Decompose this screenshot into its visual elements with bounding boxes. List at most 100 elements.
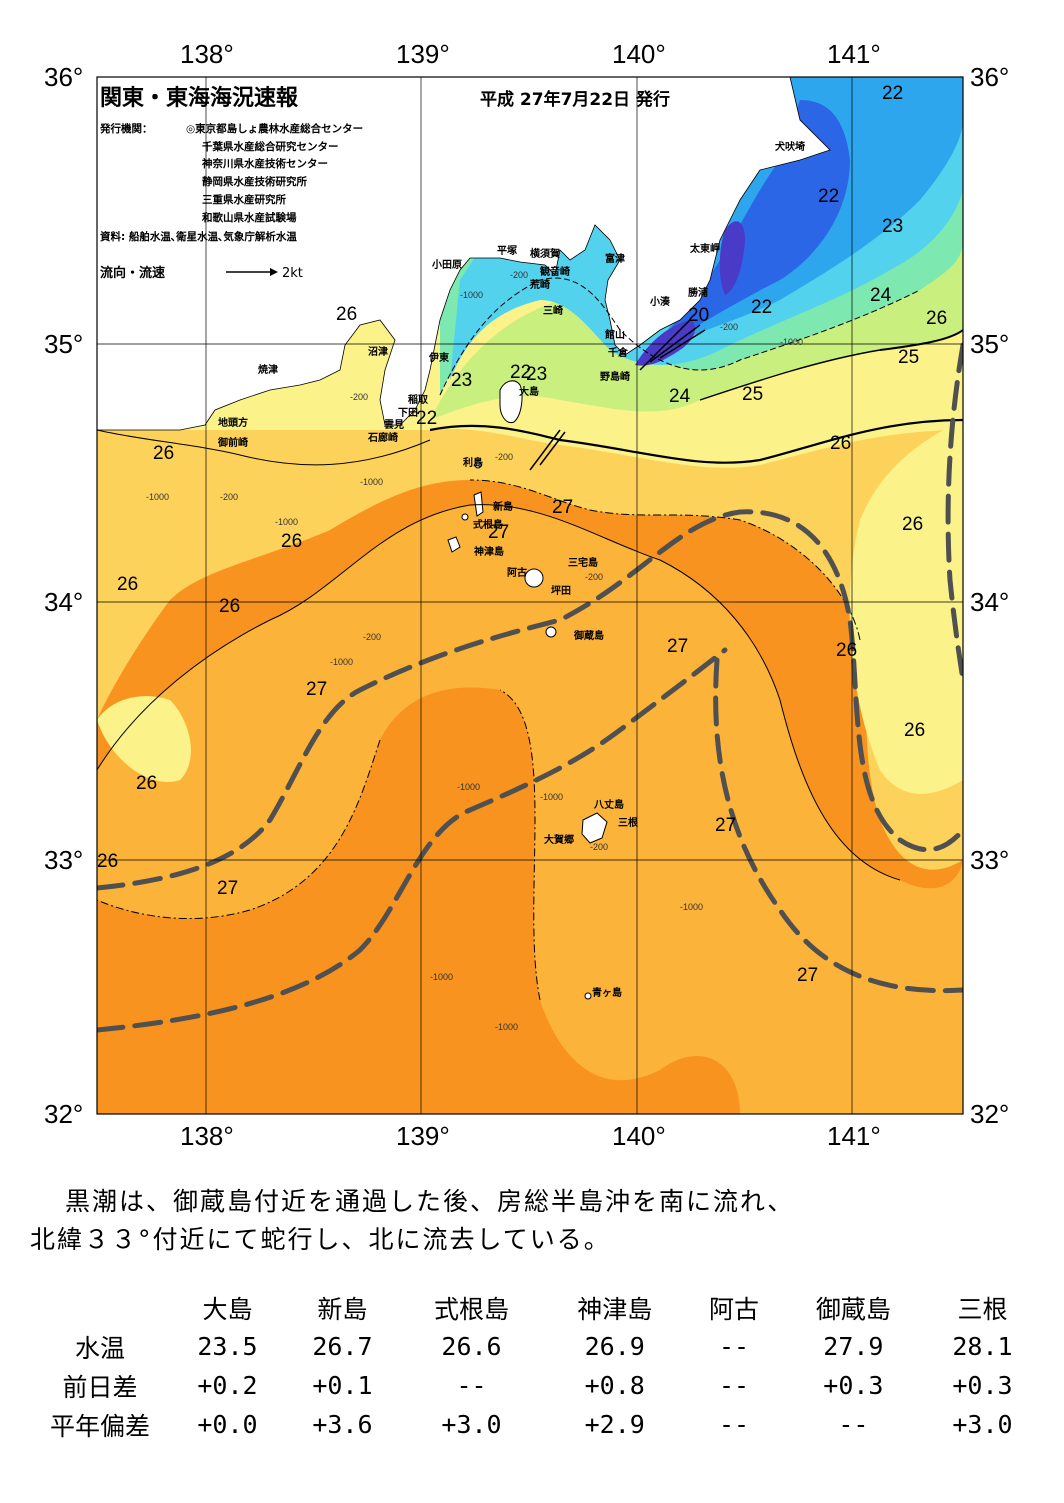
- place-label: 三崎: [543, 304, 563, 317]
- table-cell: +0.3: [823, 1371, 884, 1400]
- sea-temperature-map: 138° 139° 140° 141° 138° 139° 140° 141° …: [44, 39, 1009, 1151]
- place-label: 小湊: [649, 295, 671, 308]
- place-label: 小田原: [431, 258, 462, 271]
- table-cell: +0.2: [197, 1371, 258, 1400]
- depth-label: -200: [363, 632, 381, 642]
- longitude-labels-top: 138° 139° 140° 141°: [180, 39, 881, 69]
- place-label: 御前崎: [217, 436, 248, 449]
- column-header: 阿古: [709, 1294, 760, 1324]
- column-header: 三根: [957, 1294, 1008, 1324]
- depth-label: -1000: [146, 492, 169, 502]
- table-cell: --: [838, 1410, 869, 1439]
- publisher: 三重県水産研究所: [202, 193, 286, 206]
- lon-label: 140°: [612, 1121, 666, 1151]
- temp-label: 25: [898, 347, 919, 368]
- table-corner: [30, 1288, 170, 1327]
- field-27: [97, 504, 963, 1114]
- map-title: 関東・東海海況速報: [100, 85, 299, 111]
- legend-value: 2kt: [282, 266, 303, 281]
- data-sources: 資料: 船舶水温､衛星水温､気象庁解析水温: [100, 230, 297, 243]
- island-hachijo: [581, 812, 608, 844]
- temp-label: 27: [306, 679, 327, 700]
- temp-label: 27: [715, 815, 736, 836]
- place-label: 大島: [519, 385, 539, 398]
- place-label: 三根: [618, 816, 638, 829]
- land-mainland: [97, 77, 831, 431]
- row-header: 水温: [74, 1333, 125, 1363]
- lat-label: 34°: [44, 587, 83, 617]
- table-cell: 27.9: [823, 1332, 884, 1361]
- place-label: 大賀郷: [544, 833, 574, 846]
- place-label: 地頭方: [218, 416, 248, 429]
- place-label: 利島: [463, 456, 483, 469]
- temp-label: 23: [451, 370, 472, 391]
- table-cell: --: [718, 1410, 750, 1439]
- column-header: 御蔵島: [815, 1294, 891, 1324]
- observation-table: 大島 新島 式根島 神津島 阿古 御蔵島 三根 水温 23.5 26.7 26.…: [30, 1288, 1040, 1444]
- temp-label: 26: [219, 596, 240, 617]
- depth-label: -200: [590, 842, 608, 852]
- lon-label: 138°: [180, 39, 234, 69]
- depth-label: -200: [350, 392, 368, 402]
- temp-label: 27: [667, 636, 688, 657]
- table-cell: 23.5: [197, 1332, 258, 1361]
- temp-label: 26: [136, 773, 157, 794]
- table-cell: 26.7: [312, 1332, 373, 1361]
- temp-label: 24: [870, 285, 892, 306]
- place-label: 神津島: [474, 545, 504, 558]
- island-niijima: [473, 491, 484, 517]
- place-label: 御蔵島: [573, 629, 604, 642]
- summary-line: 黒潮は、御蔵島付近を通過した後、房総半島沖を南に流れ、: [65, 1187, 795, 1216]
- graticule: [97, 77, 963, 1114]
- table-cell: +2.9: [584, 1410, 645, 1439]
- depth-label: -1000: [430, 972, 453, 982]
- lat-label: 34°: [970, 587, 1009, 617]
- temp-label: 26: [836, 640, 857, 661]
- depth-label: -1000: [780, 337, 803, 347]
- depth-label: -1000: [460, 290, 483, 300]
- lon-label: 140°: [612, 39, 666, 69]
- temp-label: 27: [217, 878, 238, 899]
- table-header-row: 大島 新島 式根島 神津島 阿古 御蔵島 三根: [30, 1288, 1040, 1327]
- temp-label: 25: [742, 384, 763, 405]
- lat-label: 36°: [44, 62, 83, 92]
- temp-label: 27: [488, 522, 509, 543]
- legend-label: 流向・流速: [100, 265, 165, 281]
- table-cell: +0.1: [312, 1371, 373, 1400]
- lat-label: 33°: [44, 845, 83, 875]
- island-oshima: [499, 380, 523, 424]
- table-cell: --: [718, 1371, 750, 1400]
- lat-label: 33°: [970, 845, 1009, 875]
- place-label: 観音崎: [540, 265, 570, 278]
- temperature-fields: [97, 77, 963, 1114]
- place-label: 太東岬: [689, 242, 720, 255]
- lat-label: 32°: [44, 1099, 83, 1129]
- table-row: 平年偏差 +0.0 +3.6 +3.0 +2.9 -- -- +3.0: [30, 1405, 1040, 1444]
- depth-label: -200: [510, 270, 528, 280]
- publisher: 和歌山県水産試験場: [201, 211, 297, 224]
- field-26-east: [849, 420, 963, 794]
- place-label: 荒崎: [529, 278, 550, 291]
- lon-label: 139°: [396, 39, 450, 69]
- issue-date: 平成 27年7月22日 発行: [480, 89, 670, 110]
- table-cell: 28.1: [952, 1332, 1013, 1361]
- publisher-label: 発行機関：: [99, 122, 153, 135]
- summary-text: 黒潮は、御蔵島付近を通過した後、房総半島沖を南に流れ、 北緯３３°付近にて蛇行し…: [30, 1183, 1030, 1259]
- island-miyake: [524, 568, 544, 588]
- temp-label: 26: [830, 433, 851, 454]
- place-label: 青ヶ島: [592, 986, 622, 999]
- table-cell: --: [718, 1332, 750, 1361]
- publisher: ◎東京都島しょ農林水産総合センター: [186, 122, 363, 135]
- temp-label: 22: [751, 297, 772, 318]
- temp-label: 22: [818, 186, 839, 207]
- depth-label: -1000: [680, 902, 703, 912]
- temp-label: 22: [416, 408, 437, 429]
- place-label: 雲見: [384, 419, 404, 431]
- temp-label: 26: [117, 574, 138, 595]
- place-label: 焼津: [258, 363, 278, 376]
- lat-label: 35°: [970, 329, 1009, 359]
- temp-label: 22: [510, 362, 531, 383]
- place-label: 阿古: [507, 566, 527, 579]
- temp-label: 26: [153, 443, 174, 464]
- place-label: 稲取: [408, 393, 429, 406]
